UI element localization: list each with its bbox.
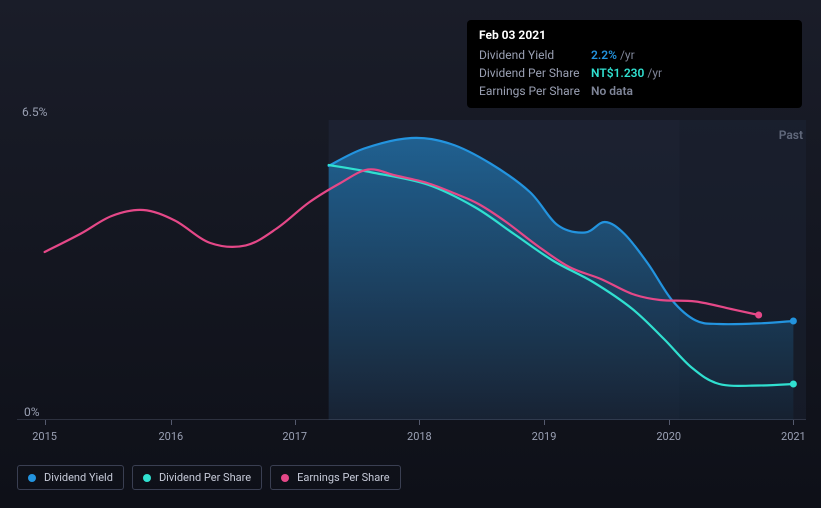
tooltip-row-label: Dividend Yield	[479, 46, 591, 64]
x-tick-label: 2016	[158, 430, 183, 443]
tooltip-row-suffix: /yr	[647, 64, 662, 82]
legend-label: Dividend Yield	[44, 471, 113, 484]
chart-plot-area	[17, 105, 806, 420]
legend-label: Dividend Per Share	[159, 471, 251, 484]
x-tick-mark	[295, 420, 296, 425]
tooltip-date: Feb 03 2021	[479, 28, 790, 42]
x-tick-label: 2019	[532, 430, 557, 443]
legend-item[interactable]: Earnings Per Share	[270, 465, 401, 490]
x-tick-mark	[669, 420, 670, 425]
tooltip-row-value: No data	[591, 82, 633, 100]
tooltip-row-value: 2.2%	[591, 46, 617, 64]
legend-swatch	[143, 474, 151, 482]
x-tick-mark	[45, 420, 46, 425]
x-tick-label: 2020	[656, 430, 681, 443]
legend: Dividend Yield Dividend Per Share Earnings…	[17, 465, 401, 490]
tooltip-row-value: NT$1.230	[591, 64, 644, 82]
tooltip-row-label: Dividend Per Share	[479, 64, 591, 82]
legend-swatch	[28, 474, 36, 482]
x-tick-label: 2021	[781, 430, 806, 443]
tooltip-row: Dividend Yield2.2%/yr	[479, 46, 790, 64]
x-tick-mark	[419, 420, 420, 425]
legend-item[interactable]: Dividend Per Share	[132, 465, 262, 490]
series-end-marker-earnings_per_share	[755, 312, 762, 319]
x-tick-label: 2018	[407, 430, 432, 443]
x-axis: 2015 2016 2017 2018 2019 2020 2021	[17, 430, 806, 450]
x-tick-mark	[544, 420, 545, 425]
tooltip-row: Earnings Per ShareNo data	[479, 82, 790, 100]
legend-item[interactable]: Dividend Yield	[17, 465, 124, 490]
tooltip-row: Dividend Per ShareNT$1.230/yr	[479, 64, 790, 82]
chart-svg	[17, 105, 806, 420]
series-end-marker-dividend_yield	[790, 318, 797, 325]
legend-label: Earnings Per Share	[297, 471, 390, 484]
tooltip-row-suffix: /yr	[620, 46, 635, 64]
x-tick-label: 2017	[282, 430, 307, 443]
legend-swatch	[281, 474, 289, 482]
chart-tooltip: Feb 03 2021 Dividend Yield2.2%/yrDividen…	[467, 20, 802, 108]
series-end-marker-dividend_per_share	[790, 381, 797, 388]
x-tick-label: 2015	[32, 430, 57, 443]
x-tick-mark	[171, 420, 172, 425]
x-tick-mark	[793, 420, 794, 425]
tooltip-row-label: Earnings Per Share	[479, 82, 591, 100]
